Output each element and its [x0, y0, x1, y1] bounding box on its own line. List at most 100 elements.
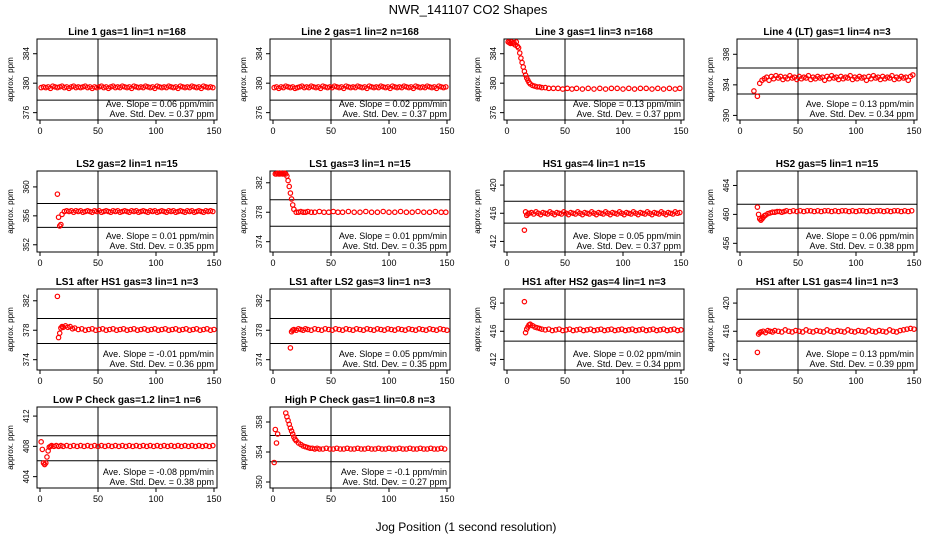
data-point [538, 326, 545, 332]
data-point [637, 85, 644, 92]
data-point [832, 207, 838, 214]
data-point [81, 443, 87, 450]
data-point [273, 440, 280, 446]
x-tick-label: 50 [326, 376, 336, 386]
data-point [351, 446, 358, 452]
data-point [440, 326, 447, 333]
data-point [409, 326, 416, 333]
data-point [846, 208, 852, 215]
data-point [632, 327, 639, 334]
data-point [591, 86, 597, 92]
x-tick-label: 0 [37, 376, 42, 386]
panel-title: LS1 gas=3 lin=1 n=15 [309, 159, 411, 170]
data-point [797, 207, 804, 214]
panel-title: LS1 after HS1 gas=3 lin=1 n=3 [56, 277, 199, 288]
data-point [563, 327, 569, 333]
data-point [515, 45, 522, 51]
y-tick-label: 382 [255, 294, 264, 308]
data-point [178, 443, 185, 450]
data-point [155, 327, 162, 334]
data-point [179, 326, 186, 333]
y-tick-label: 374 [22, 352, 31, 366]
data-point [785, 328, 792, 335]
data-point [367, 326, 374, 333]
data-point [424, 446, 431, 452]
plot-frame [36, 288, 218, 371]
y-tick-label: 380 [489, 76, 498, 90]
data-point [677, 85, 683, 92]
stat-note-1: Ave. Slope = 0.06 ppm/min [806, 231, 914, 241]
data-point [154, 442, 160, 449]
data-point [649, 86, 655, 92]
y-tick-label: 390 [722, 108, 731, 122]
data-point [124, 327, 130, 334]
data-point [643, 327, 650, 334]
data-point [274, 431, 281, 437]
data-point [570, 327, 576, 334]
data-point [316, 446, 323, 452]
data-point [210, 208, 216, 215]
stat-note-2: Ave. Std. Dev. = 0.27 ppm [343, 477, 447, 487]
data-point [353, 325, 360, 332]
data-point [853, 208, 859, 215]
x-tick-label: 50 [793, 376, 803, 386]
data-point [95, 443, 101, 450]
x-tick-label: 0 [37, 494, 42, 504]
data-point [771, 327, 778, 334]
data-point [210, 442, 216, 449]
x-tick-label: 50 [560, 376, 570, 386]
x-tick-label: 100 [848, 376, 863, 386]
data-point [904, 326, 910, 332]
x-tick-label: 150 [906, 126, 921, 136]
x-tick-label: 150 [673, 126, 688, 136]
data-point [362, 208, 369, 215]
x-tick-label: 100 [381, 494, 396, 504]
plot-frame [269, 38, 451, 121]
data-point [55, 334, 62, 341]
data-point [385, 325, 391, 332]
data-point [397, 208, 404, 215]
data-point [657, 327, 663, 333]
data-point [766, 77, 772, 84]
chart-panel-9: LS1 after HS1 gas=3 lin=1 n=3 0 50 100 150 37… [6, 277, 222, 386]
data-point [542, 84, 549, 91]
chart-panel-4: Line 4 (LT) gas=1 lin=4 n=3 0 50 100 150 390 3… [706, 27, 922, 136]
data-point [109, 443, 115, 450]
panel-title: Line 2 gas=1 lin=2 n=168 [301, 27, 419, 38]
data-point [203, 442, 209, 449]
chart-panel-10: LS1 after LS2 gas=3 lin=1 n=3 0 50 100 150 37… [239, 277, 455, 386]
data-point [77, 442, 84, 449]
x-tick-label: 100 [148, 494, 163, 504]
data-point [860, 207, 866, 214]
y-axis-label: approx. ppm [6, 425, 15, 470]
data-point [615, 327, 622, 333]
x-tick-label: 150 [906, 258, 921, 268]
data-point [175, 442, 181, 449]
x-tick-label: 100 [148, 126, 163, 136]
data-point [56, 330, 63, 336]
data-point [905, 77, 912, 84]
data-point [200, 326, 207, 333]
data-point [54, 191, 61, 197]
data-point [340, 446, 347, 452]
data-point [136, 443, 143, 450]
plot-frame [36, 38, 218, 121]
data-point [382, 446, 389, 452]
x-tick-label: 50 [326, 126, 336, 136]
chart-panel-3: Line 3 gas=1 lin=3 n=168 0 50 100 150 376 380 3… [473, 27, 689, 136]
data-point [437, 325, 443, 332]
data-point [821, 207, 828, 214]
x-tick-label: 0 [270, 258, 275, 268]
data-point [335, 209, 341, 216]
data-point [39, 446, 46, 453]
data-point [416, 325, 422, 332]
stat-note-2: Ave. Std. Dev. = 0.35 ppm [110, 241, 214, 251]
x-tick-label: 50 [326, 494, 336, 504]
figure-title: NWR_141107 CO2 Shapes [389, 2, 548, 17]
data-point [646, 327, 653, 333]
y-tick-label: 412 [489, 234, 498, 248]
data-point [827, 328, 834, 335]
panel-title: Line 4 (LT) gas=1 lin=4 n=3 [763, 27, 891, 38]
panel-title: LS1 after LS2 gas=3 lin=1 n=3 [289, 277, 431, 288]
